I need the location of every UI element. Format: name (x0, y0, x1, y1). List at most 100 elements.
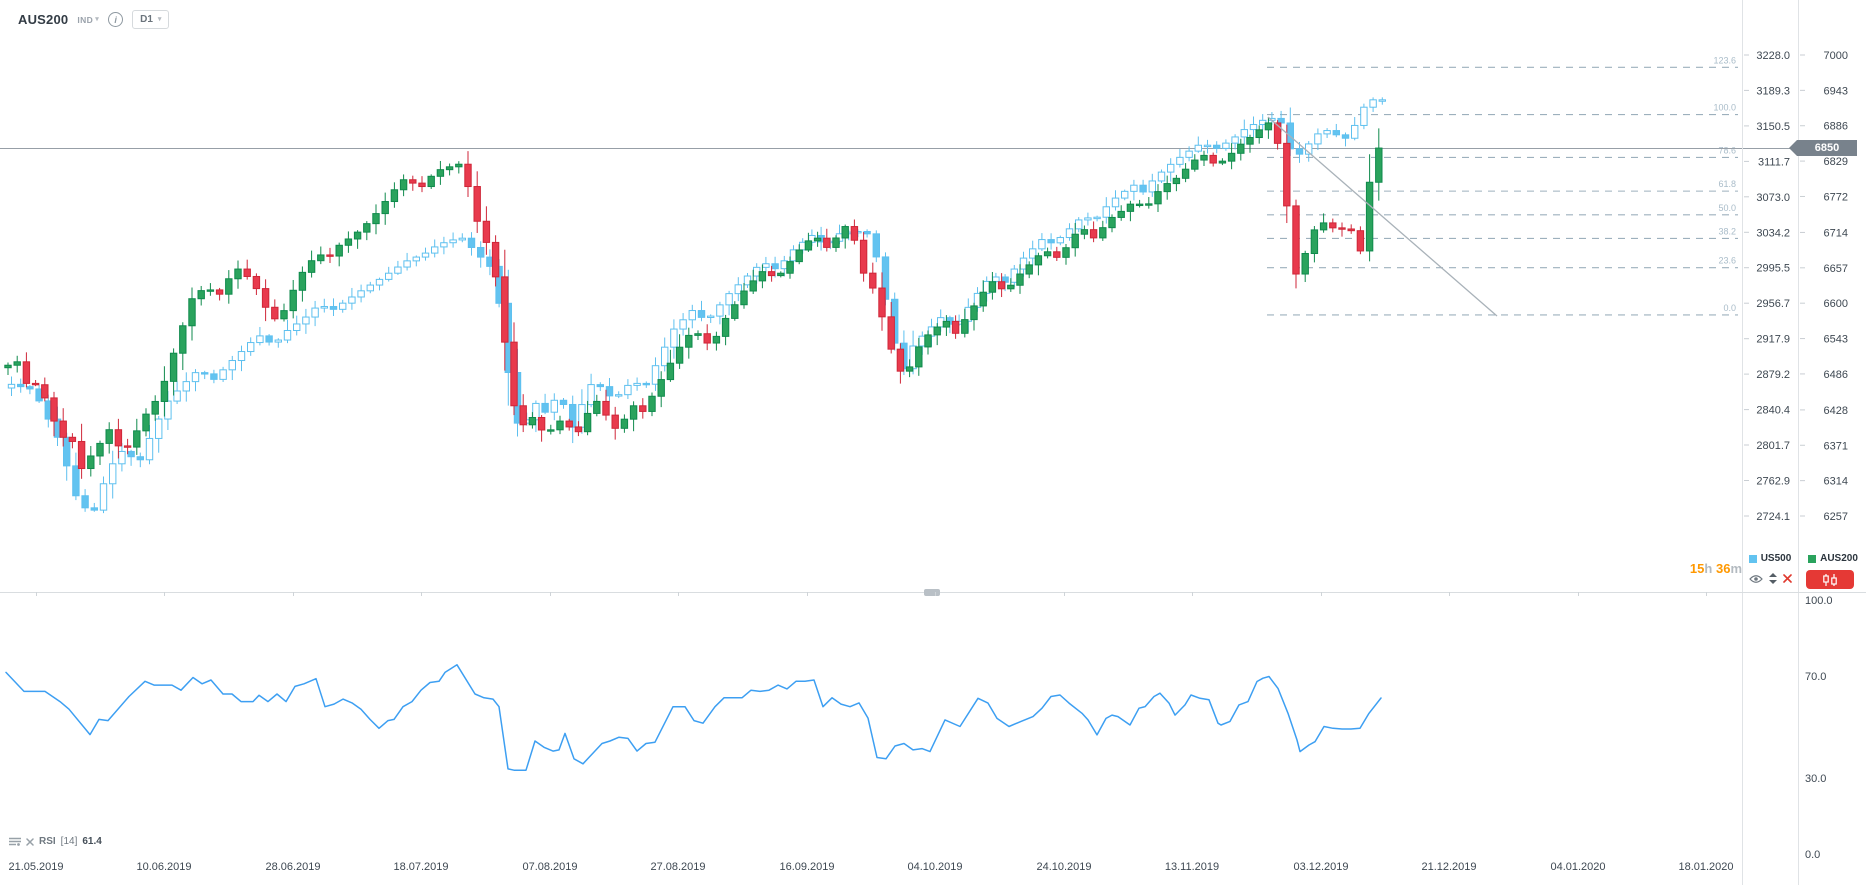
candle-aus200 (363, 223, 371, 233)
candle-us500 (605, 386, 614, 397)
instrument-type[interactable]: IND ▾ (77, 15, 99, 25)
candle-aus200 (289, 289, 297, 312)
us500-scale-label: 3034.2 (1756, 227, 1790, 239)
us500-scale-label: 3189.3 (1756, 85, 1790, 97)
candle-aus200 (648, 395, 656, 412)
candle-aus200 (869, 272, 877, 289)
us500-scale-label: 3228.0 (1756, 50, 1790, 62)
candle-us500 (1185, 150, 1193, 158)
candle-aus200 (114, 429, 123, 447)
candle-us500 (1148, 180, 1156, 193)
candle-aus200 (1356, 230, 1365, 252)
candle-aus200 (482, 220, 491, 243)
candle-aus200 (215, 289, 224, 295)
aus200-scale-label: 6772 (1824, 191, 1848, 203)
candle-us500 (707, 315, 715, 319)
candle-aus200 (436, 169, 445, 177)
candle-aus200 (105, 429, 113, 444)
remove-overlay-icon[interactable] (1782, 574, 1792, 583)
us500-scale-label: 2762.9 (1756, 476, 1790, 488)
candle-aus200 (1145, 203, 1153, 206)
candlestick-button-icon (1823, 573, 1837, 586)
candle-us500 (329, 306, 338, 310)
candle-us500 (247, 342, 255, 353)
candle-aus200 (666, 362, 675, 381)
candle-aus200 (767, 271, 776, 277)
legend-item-aus200[interactable]: AUS200 (1800, 553, 1866, 564)
us500-scale-label: 2801.7 (1756, 440, 1790, 452)
candle-aus200 (795, 249, 803, 263)
candle-us500 (1332, 130, 1340, 136)
legend-item-us500[interactable]: US500 (1742, 553, 1798, 564)
candle-us500 (1157, 171, 1166, 182)
aus200-scale-label: 6829 (1824, 156, 1848, 168)
candle-aus200 (620, 418, 629, 429)
candle-us500 (109, 463, 117, 485)
candle-aus200 (924, 334, 932, 348)
candle-us500 (725, 293, 733, 306)
info-icon[interactable]: i (108, 12, 124, 27)
candle-aus200 (298, 271, 307, 291)
candle-us500 (1351, 124, 1359, 139)
indicator-settings-icon[interactable] (9, 837, 21, 846)
rsi-indicator-row: RSI [14] 61.4 (9, 836, 102, 847)
rsi-line[interactable] (5, 664, 1382, 771)
candle-aus200 (951, 320, 960, 334)
candle-aus200 (206, 289, 215, 292)
candle-aus200 (1310, 229, 1319, 255)
date-label: 18.07.2019 (393, 861, 448, 873)
candle-aus200 (675, 346, 684, 364)
candle-us500 (72, 465, 80, 497)
aus200-scale-label: 6371 (1824, 440, 1848, 452)
instrument-header: AUS200 IND ▾ i D1 ▾ (18, 10, 170, 29)
candle-aus200 (1218, 160, 1227, 164)
legend-label-us500: US500 (1760, 553, 1792, 564)
move-up-down-icon[interactable] (1768, 573, 1777, 584)
candle-us500 (99, 483, 108, 511)
candle-us500 (431, 246, 439, 254)
remove-indicator-icon[interactable] (26, 837, 34, 846)
trend-line[interactable] (1267, 116, 1498, 317)
legend-label-aus200: AUS200 (1820, 553, 1858, 564)
candle-aus200 (501, 276, 509, 343)
instrument-type-label: IND (77, 14, 94, 25)
candle-us500 (17, 383, 25, 388)
date-label: 07.08.2019 (522, 861, 577, 873)
candle-aus200 (703, 333, 711, 344)
aus200-scale-label: 6886 (1824, 121, 1848, 133)
candle-us500 (283, 329, 292, 341)
candle-aus200 (1099, 227, 1107, 239)
candle-aus200 (859, 239, 868, 274)
candle-us500 (679, 319, 687, 330)
candle-aus200 (197, 290, 205, 300)
eye-icon[interactable] (1748, 574, 1763, 584)
us500-scale-label: 3073.0 (1756, 192, 1790, 204)
candle-us500 (256, 335, 264, 344)
candle-us500 (541, 402, 549, 413)
candle-us500 (1231, 136, 1239, 144)
panel-resize-handle[interactable] (924, 589, 940, 596)
candle-aus200 (878, 287, 886, 318)
close-position-button[interactable] (1806, 570, 1854, 589)
candle-us500 (145, 437, 154, 461)
candle-aus200 (188, 298, 196, 327)
candle-aus200 (1135, 203, 1144, 207)
candle-aus200 (169, 352, 178, 382)
date-label: 16.09.2019 (779, 861, 834, 873)
candle-aus200 (988, 281, 997, 293)
candle-us500 (81, 495, 89, 509)
timeframe-button[interactable]: D1 ▾ (132, 10, 170, 29)
candle-us500 (237, 351, 246, 362)
candle-aus200 (133, 430, 141, 448)
candle-us500 (219, 369, 227, 380)
candle-us500 (477, 246, 485, 258)
candle-us500 (1084, 217, 1092, 221)
date-label: 18.01.2020 (1678, 861, 1733, 873)
us500-scale-label: 2879.2 (1756, 369, 1790, 381)
candle-aus200 (317, 254, 325, 262)
candle-us500 (449, 239, 457, 244)
candle-aus200 (353, 231, 362, 240)
candle-countdown-timer: 15h 36m (1656, 561, 1742, 576)
candle-us500 (375, 278, 384, 286)
